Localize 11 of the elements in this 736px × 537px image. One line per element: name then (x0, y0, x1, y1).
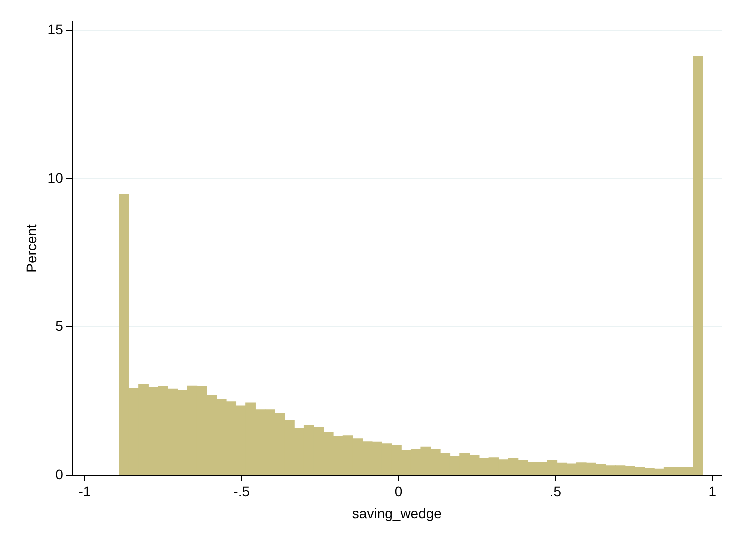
x-tick-label: .5 (550, 484, 562, 500)
y-tick-label: 5 (56, 318, 64, 334)
x-tick-label: -.5 (234, 484, 250, 500)
x-tick-label: 1 (708, 484, 717, 500)
y-tick-label: 0 (56, 466, 64, 482)
x-axis-title: saving_wedge (352, 505, 442, 522)
x-tick-label: -1 (78, 484, 92, 500)
y-tick-label: 10 (48, 170, 64, 186)
x-tick-label: 0 (394, 484, 403, 500)
y-tick-label: 15 (48, 22, 64, 38)
y-axis-title: Percent (23, 224, 40, 273)
